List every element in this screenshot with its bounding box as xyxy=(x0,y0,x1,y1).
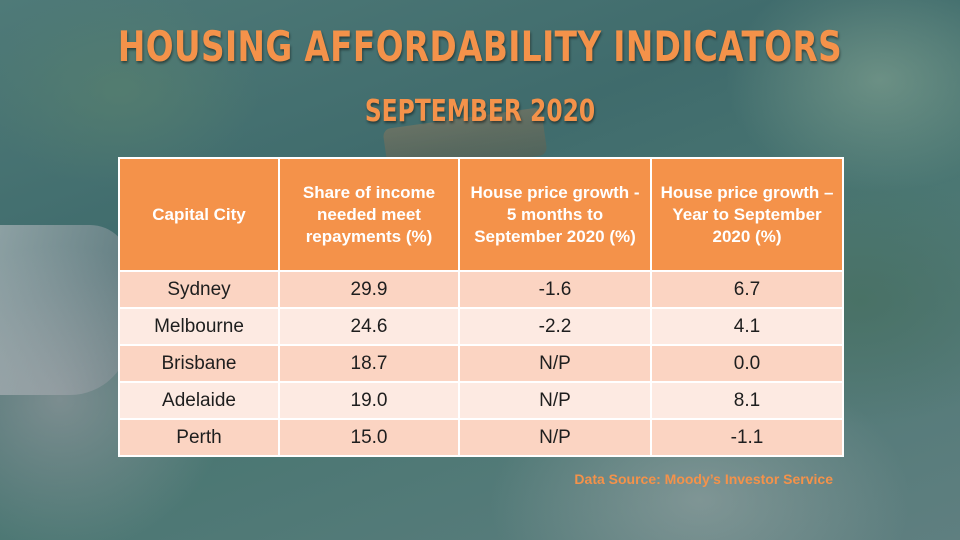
cell-growth-year: -1.1 xyxy=(650,418,844,457)
cell-city: Sydney xyxy=(118,270,280,309)
cell-growth-5-months: -1.6 xyxy=(458,270,652,309)
page-title: HOUSING AFFORDABILITY INDICATORS xyxy=(117,22,843,71)
table-row: Brisbane 18.7 N/P 0.0 xyxy=(118,344,844,383)
table-row: Perth 15.0 N/P -1.1 xyxy=(118,418,844,457)
cell-growth-5-months: N/P xyxy=(458,418,652,457)
header-growth-year: House price growth – Year to September 2… xyxy=(650,157,844,272)
cell-growth-year: 0.0 xyxy=(650,344,844,383)
cell-growth-5-months: N/P xyxy=(458,381,652,420)
table-header-row: Capital City Share of income needed meet… xyxy=(118,157,844,272)
cell-growth-year: 8.1 xyxy=(650,381,844,420)
header-income-share: Share of income needed meet repayments (… xyxy=(278,157,460,272)
cell-growth-year: 6.7 xyxy=(650,270,844,309)
table-row: Adelaide 19.0 N/P 8.1 xyxy=(118,381,844,420)
cell-income-share: 19.0 xyxy=(278,381,460,420)
cell-income-share: 29.9 xyxy=(278,270,460,309)
cell-city: Perth xyxy=(118,418,280,457)
page-subtitle: SEPTEMBER 2020 xyxy=(364,94,596,129)
header-growth-5-months: House price growth - 5 months to Septemb… xyxy=(458,157,652,272)
affordability-table: Capital City Share of income needed meet… xyxy=(118,157,844,457)
cell-growth-5-months: N/P xyxy=(458,344,652,383)
cell-income-share: 24.6 xyxy=(278,307,460,346)
cell-city: Brisbane xyxy=(118,344,280,383)
cell-city: Melbourne xyxy=(118,307,280,346)
background-hand xyxy=(0,225,130,395)
cell-growth-5-months: -2.2 xyxy=(458,307,652,346)
cell-income-share: 18.7 xyxy=(278,344,460,383)
cell-city: Adelaide xyxy=(118,381,280,420)
cell-growth-year: 4.1 xyxy=(650,307,844,346)
table-row: Melbourne 24.6 -2.2 4.1 xyxy=(118,307,844,346)
table-row: Sydney 29.9 -1.6 6.7 xyxy=(118,270,844,309)
data-source-note: Data Source: Moody’s Investor Service xyxy=(574,471,833,487)
header-capital-city: Capital City xyxy=(118,157,280,272)
cell-income-share: 15.0 xyxy=(278,418,460,457)
